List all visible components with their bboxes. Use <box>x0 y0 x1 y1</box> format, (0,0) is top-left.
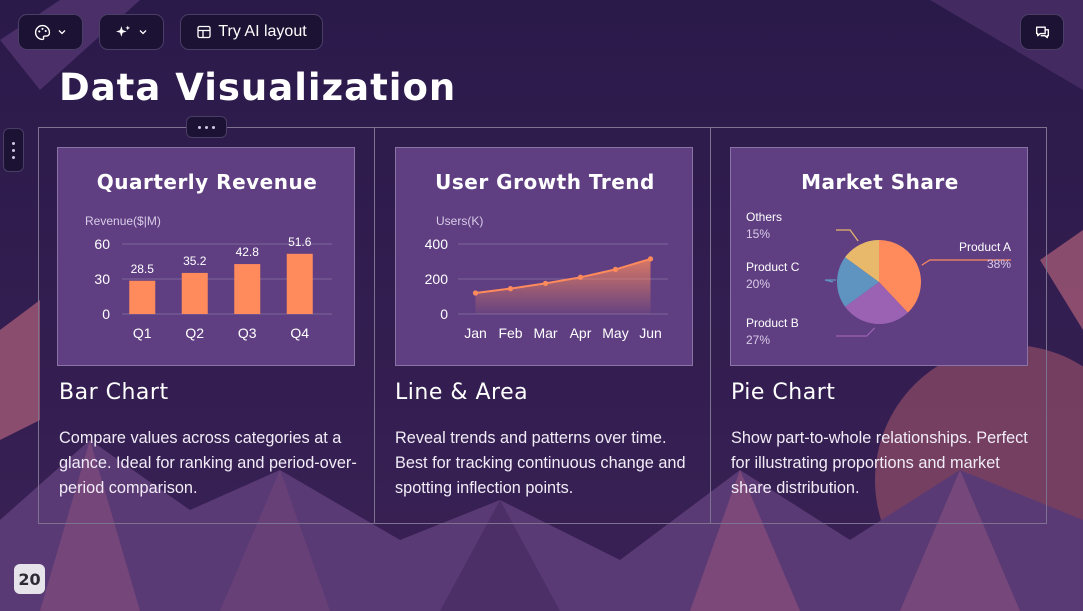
column-heading[interactable]: Pie Chart <box>731 380 836 405</box>
x-tick-label: May <box>602 325 628 341</box>
data-point <box>612 266 619 272</box>
theme-button[interactable] <box>18 14 83 50</box>
data-point <box>507 286 514 292</box>
bar <box>129 280 156 314</box>
data-point <box>472 290 479 296</box>
pie-slice <box>879 240 922 313</box>
pie-slice <box>845 240 879 282</box>
y-tick-label: 200 <box>425 271 449 287</box>
slice-label: Product A <box>959 240 1011 254</box>
three-column-layout: Quarterly Revenue Revenue($|M) 0 30 60 28.5… <box>38 127 1047 524</box>
layout-icon <box>196 24 212 40</box>
data-point <box>577 274 584 280</box>
try-ai-layout-button[interactable]: Try AI layout <box>180 14 323 50</box>
leader-line <box>836 229 859 242</box>
slice-percent-label: 15% <box>746 227 770 241</box>
slice-label: Product B <box>746 316 799 330</box>
bar-chart: Quarterly Revenue Revenue($|M) 0 30 60 28.5… <box>85 170 332 341</box>
area-fill <box>475 258 651 314</box>
column-description[interactable]: Reveal trends and patterns over time. Be… <box>395 429 686 497</box>
column-line-area: User Growth Trend Users(K) 0 200 400 Jan Feb… <box>375 128 711 523</box>
palette-icon <box>34 24 51 41</box>
page-number-badge: 20 <box>14 564 45 594</box>
data-label: 42.8 <box>236 245 260 259</box>
try-ai-layout-label: Try AI layout <box>218 23 307 40</box>
chevron-down-icon <box>57 27 67 37</box>
pie-slice <box>836 257 879 307</box>
y-tick-label: 0 <box>440 306 448 322</box>
y-axis-label: Revenue($|M) <box>85 214 161 228</box>
x-tick-label: Q3 <box>238 325 257 341</box>
block-options-handle[interactable] <box>186 116 227 138</box>
x-tick-label: Jun <box>639 325 662 341</box>
slice-percent-label: 20% <box>746 277 770 291</box>
bar <box>181 272 208 314</box>
data-label: 28.5 <box>131 262 155 276</box>
data-point <box>647 256 654 262</box>
pie-chart: Market Share Product A 38% Product B 27% Pro… <box>746 170 1011 347</box>
area-chart: User Growth Trend Users(K) 0 200 400 Jan Feb… <box>425 170 668 341</box>
slice-label: Product C <box>746 260 800 274</box>
pie-chart-card[interactable]: Market Share Product A 38% Product B 27% Pro… <box>730 147 1028 366</box>
leader-line <box>836 327 876 337</box>
column-pie-chart: Market Share Product A 38% Product B 27% Pro… <box>711 128 1046 523</box>
data-label: 51.6 <box>288 235 312 249</box>
bar <box>286 253 313 314</box>
series-line <box>475 257 651 294</box>
y-tick-label: 400 <box>425 236 449 252</box>
x-tick-label: Apr <box>570 325 592 341</box>
column-heading[interactable]: Bar Chart <box>59 380 169 405</box>
slide-title[interactable]: Data Visualization <box>59 66 457 109</box>
leader-line <box>824 279 836 283</box>
side-drag-handle[interactable] <box>3 128 24 172</box>
ai-options-button[interactable] <box>99 14 164 50</box>
y-tick-label: 60 <box>94 236 110 252</box>
y-tick-label: 30 <box>94 271 110 287</box>
leader-line <box>921 259 1011 266</box>
column-description[interactable]: Show part-to-whole relationships. Perfec… <box>731 429 1028 497</box>
x-tick-label: Q2 <box>185 325 204 341</box>
x-tick-label: Jan <box>464 325 487 341</box>
chart-title: User Growth Trend <box>435 170 655 194</box>
pie-slice <box>845 282 908 325</box>
x-tick-label: Q1 <box>133 325 152 341</box>
column-heading[interactable]: Line & Area <box>395 380 529 405</box>
y-axis-label: Users(K) <box>436 214 483 228</box>
chevron-down-icon <box>138 27 148 37</box>
slice-percent-label: 27% <box>746 333 770 347</box>
comment-icon <box>1034 24 1051 41</box>
comments-button[interactable] <box>1020 14 1064 50</box>
chart-title: Quarterly Revenue <box>97 170 318 194</box>
line-chart-card[interactable]: User Growth Trend Users(K) 0 200 400 Jan Feb… <box>395 147 693 366</box>
x-tick-label: Q4 <box>290 325 309 341</box>
bar <box>234 264 261 314</box>
x-tick-label: Mar <box>533 325 557 341</box>
slice-label: Others <box>746 210 782 224</box>
slice-percent-label: 38% <box>987 257 1011 271</box>
column-description[interactable]: Compare values across categories at a gl… <box>59 429 357 497</box>
x-tick-label: Feb <box>498 325 522 341</box>
column-bar-chart: Quarterly Revenue Revenue($|M) 0 30 60 28.5… <box>39 128 375 523</box>
sparkle-icon <box>115 24 132 41</box>
bar-chart-card[interactable]: Quarterly Revenue Revenue($|M) 0 30 60 28.5… <box>57 147 355 366</box>
y-tick-label: 0 <box>102 306 110 322</box>
data-label: 35.2 <box>183 254 207 268</box>
data-point <box>542 280 549 286</box>
chart-title: Market Share <box>801 170 959 194</box>
